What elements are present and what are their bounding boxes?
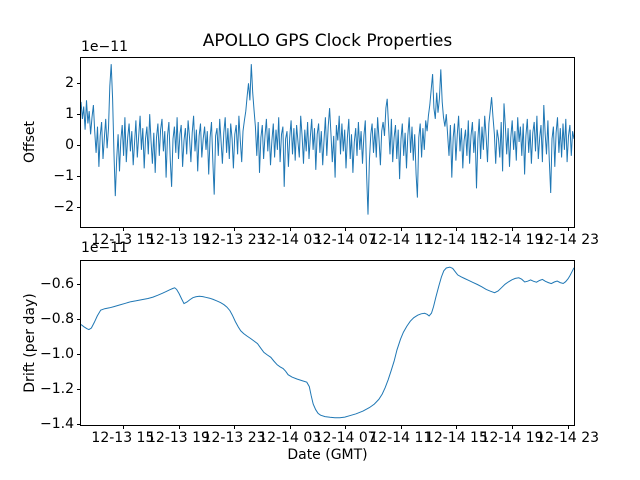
x-tick-label: 12-14 23 <box>536 232 600 248</box>
x-tick-label: 12-13 19 <box>147 430 210 446</box>
x-tick <box>512 426 514 429</box>
x-tick <box>289 228 291 231</box>
drift-line-chart <box>81 266 574 419</box>
y-axis-label-offset: Offset <box>22 120 38 164</box>
offset-plot-area <box>80 57 575 228</box>
x-tick-label: 12-14 15 <box>424 232 488 248</box>
y-tick <box>77 83 80 85</box>
x-tick-label: 12-13 15 <box>91 430 155 446</box>
offset-axis-scale-text: 1e−11 <box>81 39 129 55</box>
y-tick <box>77 206 80 208</box>
x-tick-label: 12-14 19 <box>480 430 544 446</box>
y-tick <box>77 318 80 320</box>
y-tick <box>77 389 80 391</box>
y-tick <box>77 283 80 285</box>
y-tick <box>77 176 80 178</box>
x-tick <box>178 426 180 429</box>
y-tick-label: −2 <box>53 198 74 215</box>
x-tick <box>234 426 236 429</box>
y-tick-label: −0.8 <box>40 310 74 327</box>
x-tick-label: 12-14 11 <box>369 232 433 248</box>
x-tick <box>345 426 347 429</box>
y-tick-label: 1 <box>65 106 74 123</box>
x-tick-label: 12-14 03 <box>258 430 322 446</box>
x-tick <box>178 228 180 231</box>
y-tick <box>77 114 80 116</box>
x-tick-label: 12-14 07 <box>313 232 377 248</box>
x-tick <box>289 426 291 429</box>
x-tick <box>122 426 124 429</box>
x-tick-label: 12-14 03 <box>258 232 322 248</box>
x-tick <box>122 228 124 231</box>
x-tick <box>456 426 458 429</box>
y-axis-label-drift: Drift (per day) <box>22 293 38 393</box>
y-tick-label: −1.2 <box>40 381 74 398</box>
drift-axis-scale-text: 1e−11 <box>81 240 129 256</box>
chart-title: APOLLO GPS Clock Properties <box>202 31 453 51</box>
x-tick-label: 12-14 07 <box>313 430 377 446</box>
x-axis-label: Date (GMT) <box>287 447 368 463</box>
y-tick <box>77 145 80 147</box>
x-tick <box>400 426 402 429</box>
x-tick-label: 12-13 19 <box>147 232 210 248</box>
drift-plot-area <box>80 260 575 426</box>
y-tick <box>77 353 80 355</box>
y-tick-label: −1.0 <box>40 345 74 362</box>
x-tick <box>345 228 347 231</box>
drift-series-line <box>81 266 574 419</box>
x-tick-label: 12-14 11 <box>369 430 433 446</box>
x-tick-label: 12-13 15 <box>91 232 155 248</box>
x-tick-label: 12-14 15 <box>424 430 488 446</box>
x-tick <box>512 228 514 231</box>
x-tick <box>234 228 236 231</box>
x-tick <box>567 228 569 231</box>
offset-line-chart <box>81 64 574 215</box>
x-tick <box>567 426 569 429</box>
x-tick-label: 12-13 23 <box>202 232 266 248</box>
x-tick-label: 12-14 19 <box>480 232 544 248</box>
y-tick <box>77 424 80 426</box>
x-tick <box>400 228 402 231</box>
y-tick-label: 0 <box>65 137 74 154</box>
x-tick <box>456 228 458 231</box>
offset-series-line <box>81 64 574 215</box>
x-tick-label: 12-14 23 <box>536 430 600 446</box>
y-tick-label: 2 <box>65 75 74 92</box>
y-tick-label: −0.6 <box>40 275 74 292</box>
x-tick-label: 12-13 23 <box>202 430 266 446</box>
y-tick-label: −1.4 <box>40 416 74 433</box>
y-tick-label: −1 <box>53 168 74 185</box>
